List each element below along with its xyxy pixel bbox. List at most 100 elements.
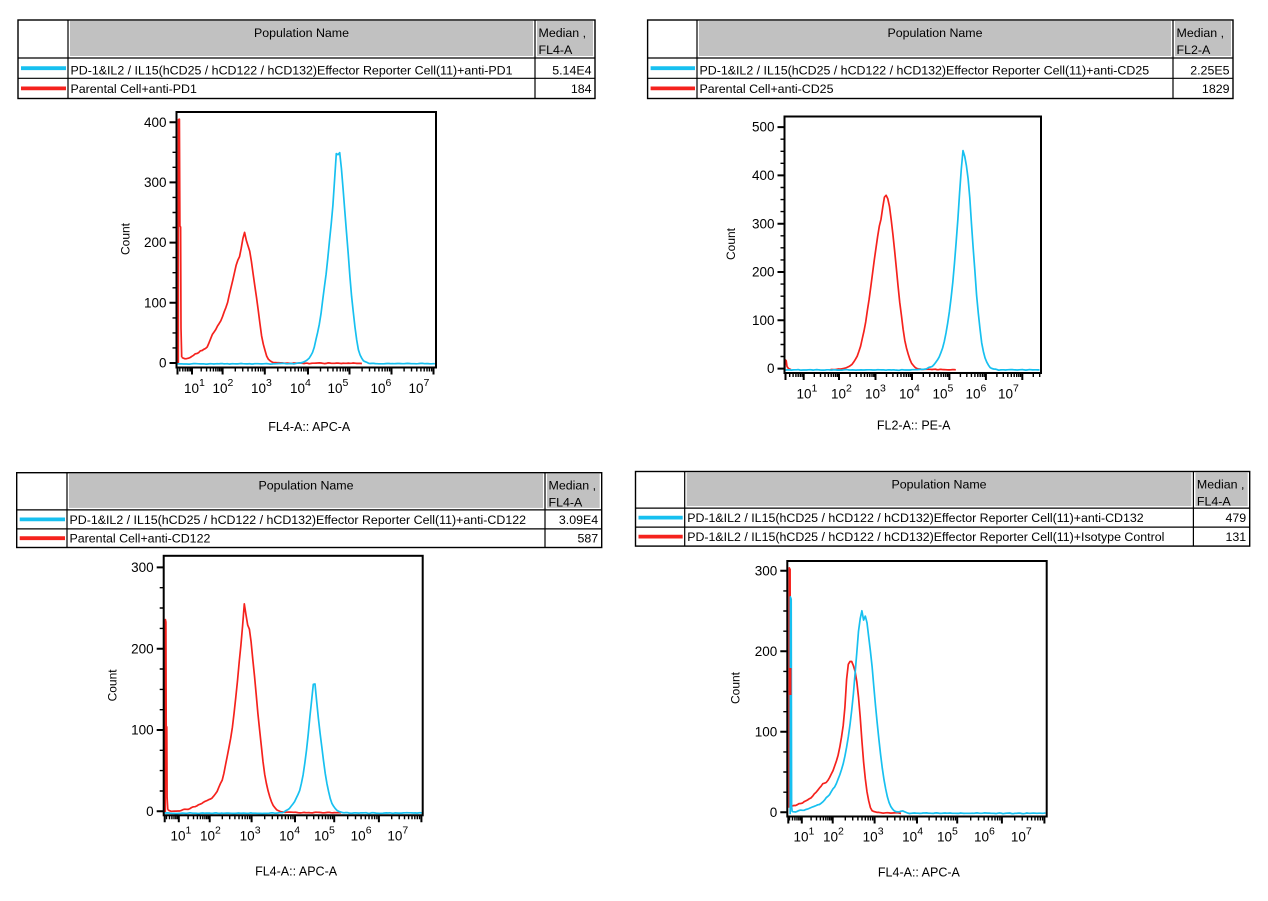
svg-text:FL2-A:: PE-A: FL2-A:: PE-A bbox=[877, 419, 951, 433]
svg-text:10: 10 bbox=[212, 381, 227, 396]
svg-text:500: 500 bbox=[752, 120, 775, 135]
svg-text:FL4-A:: APC-A: FL4-A:: APC-A bbox=[878, 866, 961, 880]
svg-text:10: 10 bbox=[370, 381, 385, 396]
svg-text:200: 200 bbox=[752, 265, 775, 280]
svg-text:7: 7 bbox=[424, 377, 430, 389]
svg-text:10: 10 bbox=[170, 829, 185, 844]
svg-text:PD-1&IL2 / IL15(hCD25 / hCD122: PD-1&IL2 / IL15(hCD25 / hCD122 / hCD132)… bbox=[687, 530, 1164, 544]
svg-text:4: 4 bbox=[294, 825, 300, 837]
svg-text:300: 300 bbox=[755, 563, 778, 578]
svg-text:10: 10 bbox=[251, 381, 266, 396]
svg-text:10: 10 bbox=[937, 830, 952, 845]
svg-text:Population Name: Population Name bbox=[887, 26, 982, 40]
svg-text:100: 100 bbox=[755, 724, 778, 739]
svg-text:10: 10 bbox=[865, 387, 880, 402]
svg-text:10: 10 bbox=[1011, 830, 1026, 845]
svg-text:5: 5 bbox=[329, 825, 335, 837]
svg-text:1: 1 bbox=[199, 377, 205, 389]
svg-text:3.09E4: 3.09E4 bbox=[559, 513, 598, 527]
svg-text:300: 300 bbox=[752, 216, 775, 231]
svg-text:FL4-A:: APC-A: FL4-A:: APC-A bbox=[255, 865, 338, 879]
svg-text:7: 7 bbox=[1026, 826, 1032, 838]
svg-text:4: 4 bbox=[305, 377, 311, 389]
svg-text:PD-1&IL2 / IL15(hCD25 / hCD122: PD-1&IL2 / IL15(hCD25 / hCD122 / hCD132)… bbox=[700, 64, 1150, 78]
svg-text:5.14E4: 5.14E4 bbox=[552, 64, 591, 78]
svg-text:Count: Count bbox=[105, 669, 119, 702]
svg-text:479: 479 bbox=[1226, 511, 1247, 525]
svg-text:PD-1&IL2 / IL15(hCD25 / hCD122: PD-1&IL2 / IL15(hCD25 / hCD122 / hCD132)… bbox=[71, 64, 513, 78]
svg-text:300: 300 bbox=[144, 175, 167, 190]
svg-text:200: 200 bbox=[144, 235, 167, 250]
svg-text:Median ,: Median , bbox=[1177, 26, 1225, 40]
svg-text:100: 100 bbox=[144, 295, 167, 310]
svg-text:10: 10 bbox=[965, 387, 980, 402]
svg-text:Count: Count bbox=[118, 222, 132, 255]
svg-text:Population Name: Population Name bbox=[254, 26, 349, 40]
svg-text:10: 10 bbox=[290, 381, 305, 396]
svg-text:Median ,: Median , bbox=[1197, 478, 1245, 492]
svg-text:Parental Cell+anti-PD1: Parental Cell+anti-PD1 bbox=[71, 82, 197, 96]
svg-text:100: 100 bbox=[131, 723, 154, 738]
svg-text:10: 10 bbox=[899, 387, 914, 402]
svg-text:100: 100 bbox=[752, 313, 775, 328]
svg-text:6: 6 bbox=[386, 377, 392, 389]
svg-text:10: 10 bbox=[327, 381, 342, 396]
svg-text:FL2-A: FL2-A bbox=[1177, 43, 1211, 57]
svg-text:6: 6 bbox=[989, 826, 995, 838]
svg-text:Population Name: Population Name bbox=[258, 479, 353, 493]
svg-text:2: 2 bbox=[838, 826, 844, 838]
svg-text:10: 10 bbox=[408, 381, 423, 396]
svg-text:3: 3 bbox=[878, 826, 884, 838]
svg-text:FL4-A:: APC-A: FL4-A:: APC-A bbox=[268, 420, 351, 434]
svg-text:300: 300 bbox=[131, 560, 154, 575]
svg-text:184: 184 bbox=[571, 82, 592, 96]
svg-text:Median ,: Median , bbox=[549, 479, 597, 493]
svg-text:0: 0 bbox=[146, 804, 154, 819]
svg-text:10: 10 bbox=[184, 381, 199, 396]
svg-text:Population Name: Population Name bbox=[892, 478, 987, 492]
svg-text:1829: 1829 bbox=[1202, 82, 1230, 96]
svg-text:2: 2 bbox=[228, 377, 234, 389]
svg-text:10: 10 bbox=[200, 829, 215, 844]
svg-text:4: 4 bbox=[914, 383, 920, 395]
svg-text:200: 200 bbox=[131, 641, 154, 656]
svg-text:1: 1 bbox=[809, 826, 815, 838]
svg-text:0: 0 bbox=[770, 805, 778, 820]
svg-text:2: 2 bbox=[215, 825, 221, 837]
svg-text:10: 10 bbox=[240, 829, 255, 844]
svg-text:587: 587 bbox=[578, 532, 599, 546]
svg-text:FL4-A: FL4-A bbox=[539, 43, 573, 57]
svg-text:FL4-A: FL4-A bbox=[549, 496, 583, 510]
svg-text:5: 5 bbox=[343, 377, 349, 389]
svg-text:3: 3 bbox=[880, 383, 886, 395]
svg-text:2.25E5: 2.25E5 bbox=[1190, 64, 1229, 78]
svg-text:10: 10 bbox=[796, 387, 811, 402]
svg-text:10: 10 bbox=[351, 829, 366, 844]
svg-text:PD-1&IL2 / IL15(hCD25 / hCD122: PD-1&IL2 / IL15(hCD25 / hCD122 / hCD132)… bbox=[70, 513, 527, 527]
svg-text:PD-1&IL2 / IL15(hCD25 / hCD122: PD-1&IL2 / IL15(hCD25 / hCD122 / hCD132)… bbox=[687, 511, 1144, 525]
svg-text:6: 6 bbox=[981, 383, 987, 395]
svg-text:Median ,: Median , bbox=[539, 26, 587, 40]
svg-text:4: 4 bbox=[917, 826, 923, 838]
svg-text:7: 7 bbox=[1013, 383, 1019, 395]
svg-text:10: 10 bbox=[863, 830, 878, 845]
svg-text:5: 5 bbox=[952, 826, 958, 838]
svg-text:10: 10 bbox=[823, 830, 838, 845]
svg-text:10: 10 bbox=[793, 830, 808, 845]
svg-text:Parental Cell+anti-CD122: Parental Cell+anti-CD122 bbox=[70, 532, 211, 546]
svg-text:10: 10 bbox=[974, 830, 989, 845]
svg-text:5: 5 bbox=[948, 383, 954, 395]
svg-text:10: 10 bbox=[902, 830, 917, 845]
svg-text:200: 200 bbox=[755, 644, 778, 659]
svg-text:Parental Cell+anti-CD25: Parental Cell+anti-CD25 bbox=[700, 82, 834, 96]
svg-text:3: 3 bbox=[255, 825, 261, 837]
svg-text:10: 10 bbox=[932, 387, 947, 402]
svg-text:1: 1 bbox=[186, 825, 192, 837]
svg-text:10: 10 bbox=[279, 829, 294, 844]
svg-text:Count: Count bbox=[724, 227, 738, 260]
svg-text:10: 10 bbox=[998, 387, 1013, 402]
svg-text:10: 10 bbox=[387, 829, 402, 844]
svg-text:0: 0 bbox=[767, 361, 775, 376]
svg-text:131: 131 bbox=[1226, 530, 1247, 544]
svg-text:10: 10 bbox=[314, 829, 329, 844]
